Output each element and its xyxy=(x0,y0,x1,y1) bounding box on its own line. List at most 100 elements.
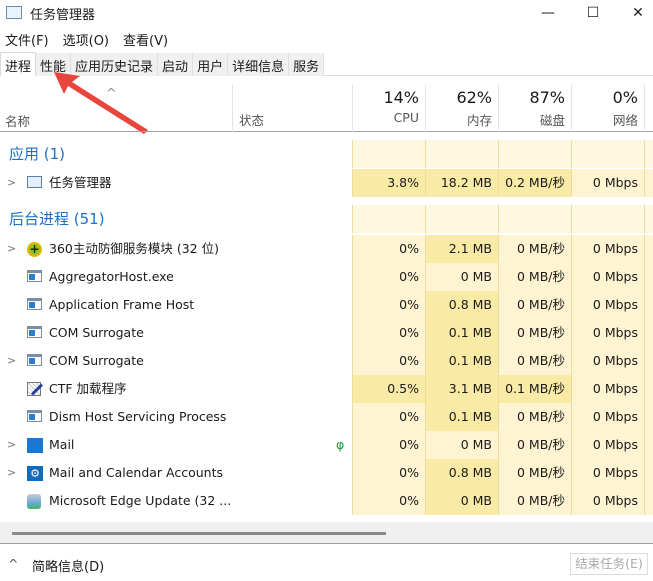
disk-value: 0 MB/秒 xyxy=(498,291,571,319)
app-window-icon xyxy=(27,326,42,340)
process-name: Mail xyxy=(49,437,75,452)
mem-value: 0 MB xyxy=(425,487,498,515)
column-network[interactable]: 0% 网络 xyxy=(571,85,644,132)
process-name: 任务管理器 xyxy=(49,175,112,190)
maximize-button[interactable]: ☐ xyxy=(586,5,600,21)
net-value: 0 Mbps xyxy=(571,263,644,291)
tab-performance[interactable]: 性能 xyxy=(36,53,72,76)
summary-toggle[interactable]: 简略信息(D) xyxy=(32,560,105,575)
process-row[interactable]: AggregatorHost.exe 0% 0 MB 0 MB/秒 0 Mbps xyxy=(0,263,653,291)
process-row[interactable]: > +360主动防御服务模块 (32 位) 0% 2.1 MB 0 MB/秒 0 Mbps xyxy=(0,235,653,263)
app-window-icon xyxy=(27,410,42,424)
extra-cell xyxy=(644,263,653,291)
cpu-value: 3.8% xyxy=(352,169,425,197)
disk-value: 0 MB/秒 xyxy=(498,431,571,459)
close-button[interactable]: ✕ xyxy=(632,5,644,21)
column-header: ^ 名称 状态 14% CPU 62% 内存 87% 磁盘 0% 网络 xyxy=(0,85,653,132)
tab-services[interactable]: 服务 xyxy=(289,53,325,76)
chevron-up-icon[interactable]: ^ xyxy=(8,556,19,571)
cpu-value: 0% xyxy=(352,459,425,487)
cpu-value: 0% xyxy=(352,235,425,263)
expand-chevron-icon[interactable]: > xyxy=(7,176,17,189)
horizontal-scrollbar[interactable] xyxy=(0,522,653,544)
window-title: 任务管理器 xyxy=(30,8,96,23)
net-value: 0 Mbps xyxy=(571,375,644,403)
group-header: 后台进程 (51) xyxy=(0,205,653,233)
expand-chevron-icon[interactable]: > xyxy=(7,354,17,367)
mem-value: 0.8 MB xyxy=(425,291,498,319)
column-memory[interactable]: 62% 内存 xyxy=(425,85,498,132)
process-row[interactable]: Dism Host Servicing Process 0% 0.1 MB 0 MB/… xyxy=(0,403,653,431)
empty-cell xyxy=(571,205,644,233)
cpu-value: 0% xyxy=(352,431,425,459)
menu-bar: 文件(F) 选项(O) 查看(V) xyxy=(5,30,168,49)
process-row[interactable]: > ⚙ Mail and Calendar Accounts 0% 0.8 MB 0 MB… xyxy=(0,459,653,487)
tab-users[interactable]: 用户 xyxy=(193,53,229,76)
expand-chevron-icon[interactable]: > xyxy=(7,438,17,451)
task-manager-icon xyxy=(6,6,22,19)
extra-cell xyxy=(644,431,653,459)
empty-cell xyxy=(352,205,425,233)
cpu-value: 0% xyxy=(352,291,425,319)
process-row[interactable]: > 任务管理器 3.8% 18.2 MB 0.2 MB/秒 0 Mbps xyxy=(0,169,653,197)
mem-value: 0 MB xyxy=(425,263,498,291)
empty-cell xyxy=(644,140,653,168)
disk-value: 0 MB/秒 xyxy=(498,319,571,347)
extra-cell xyxy=(644,403,653,431)
tab-processes[interactable]: 进程 xyxy=(0,52,37,76)
cpu-value: 0.5% xyxy=(352,375,425,403)
menu-view[interactable]: 查看(V) xyxy=(123,34,169,49)
process-name: Application Frame Host xyxy=(49,297,195,312)
group-label: 应用 (1) xyxy=(9,145,66,163)
extra-cell xyxy=(644,459,653,487)
empty-cell xyxy=(425,205,498,233)
process-row[interactable]: COM Surrogate 0% 0.1 MB 0 MB/秒 0 Mbps xyxy=(0,319,653,347)
tab-bar: 进程 性能 应用历史记录 启动 用户 详细信息 服务 xyxy=(0,52,653,76)
column-more[interactable] xyxy=(644,85,653,132)
group-label: 后台进程 (51) xyxy=(9,210,105,228)
column-status[interactable]: 状态 xyxy=(232,85,352,132)
disk-value: 0 MB/秒 xyxy=(498,235,571,263)
column-disk[interactable]: 87% 磁盘 xyxy=(498,85,571,132)
minimize-button[interactable]: — xyxy=(541,5,555,21)
menu-options[interactable]: 选项(O) xyxy=(62,34,110,49)
process-row[interactable]: Microsoft Edge Update (32 ... 0% 0 MB 0 MB/… xyxy=(0,487,653,515)
disk-value: 0 MB/秒 xyxy=(498,459,571,487)
extra-cell xyxy=(644,347,653,375)
task-manager-icon xyxy=(27,176,42,190)
tab-startup[interactable]: 启动 xyxy=(158,53,194,76)
cpu-value: 0% xyxy=(352,403,425,431)
process-row[interactable]: CTF 加载程序 0.5% 3.1 MB 0.1 MB/秒 0 Mbps xyxy=(0,375,653,403)
mem-value: 0.1 MB xyxy=(425,403,498,431)
empty-cell xyxy=(425,140,498,168)
pen-icon xyxy=(27,382,44,396)
menu-file[interactable]: 文件(F) xyxy=(5,34,49,49)
process-row[interactable]: > Mail φ 0% 0 MB 0 MB/秒 0 Mbps xyxy=(0,431,653,459)
mail-icon xyxy=(27,438,43,453)
cpu-value: 0% xyxy=(352,263,425,291)
tab-details[interactable]: 详细信息 xyxy=(228,53,290,76)
tab-app-history[interactable]: 应用历史记录 xyxy=(71,53,159,76)
extra-cell xyxy=(644,319,653,347)
column-cpu[interactable]: 14% CPU xyxy=(352,85,425,132)
process-name: Mail and Calendar Accounts xyxy=(49,465,224,480)
process-name: COM Surrogate xyxy=(49,353,144,368)
process-list: 应用 (1) > 任务管理器 3.8% 18.2 MB 0.2 MB/秒 0 Mbps 后台进… xyxy=(0,132,653,522)
empty-cell xyxy=(644,205,653,233)
red-arrow-annotation xyxy=(54,72,148,134)
process-name: CTF 加载程序 xyxy=(49,381,127,396)
column-name[interactable]: 名称 xyxy=(5,114,31,129)
expand-chevron-icon[interactable]: > xyxy=(7,242,17,255)
end-task-button[interactable]: 结束任务(E) xyxy=(570,553,648,575)
expand-chevron-icon[interactable]: > xyxy=(7,466,17,479)
app-window-icon xyxy=(27,354,42,368)
extra-cell xyxy=(644,235,653,263)
process-row[interactable]: > COM Surrogate 0% 0.1 MB 0 MB/秒 0 Mbps xyxy=(0,347,653,375)
extra-cell xyxy=(644,291,653,319)
extra-cell xyxy=(644,169,653,197)
net-value: 0 Mbps xyxy=(571,235,644,263)
net-value: 0 Mbps xyxy=(571,319,644,347)
process-row[interactable]: Application Frame Host 0% 0.8 MB 0 MB/秒 0 Mb… xyxy=(0,291,653,319)
scrollbar-thumb[interactable] xyxy=(12,532,386,535)
empty-cell xyxy=(571,140,644,168)
